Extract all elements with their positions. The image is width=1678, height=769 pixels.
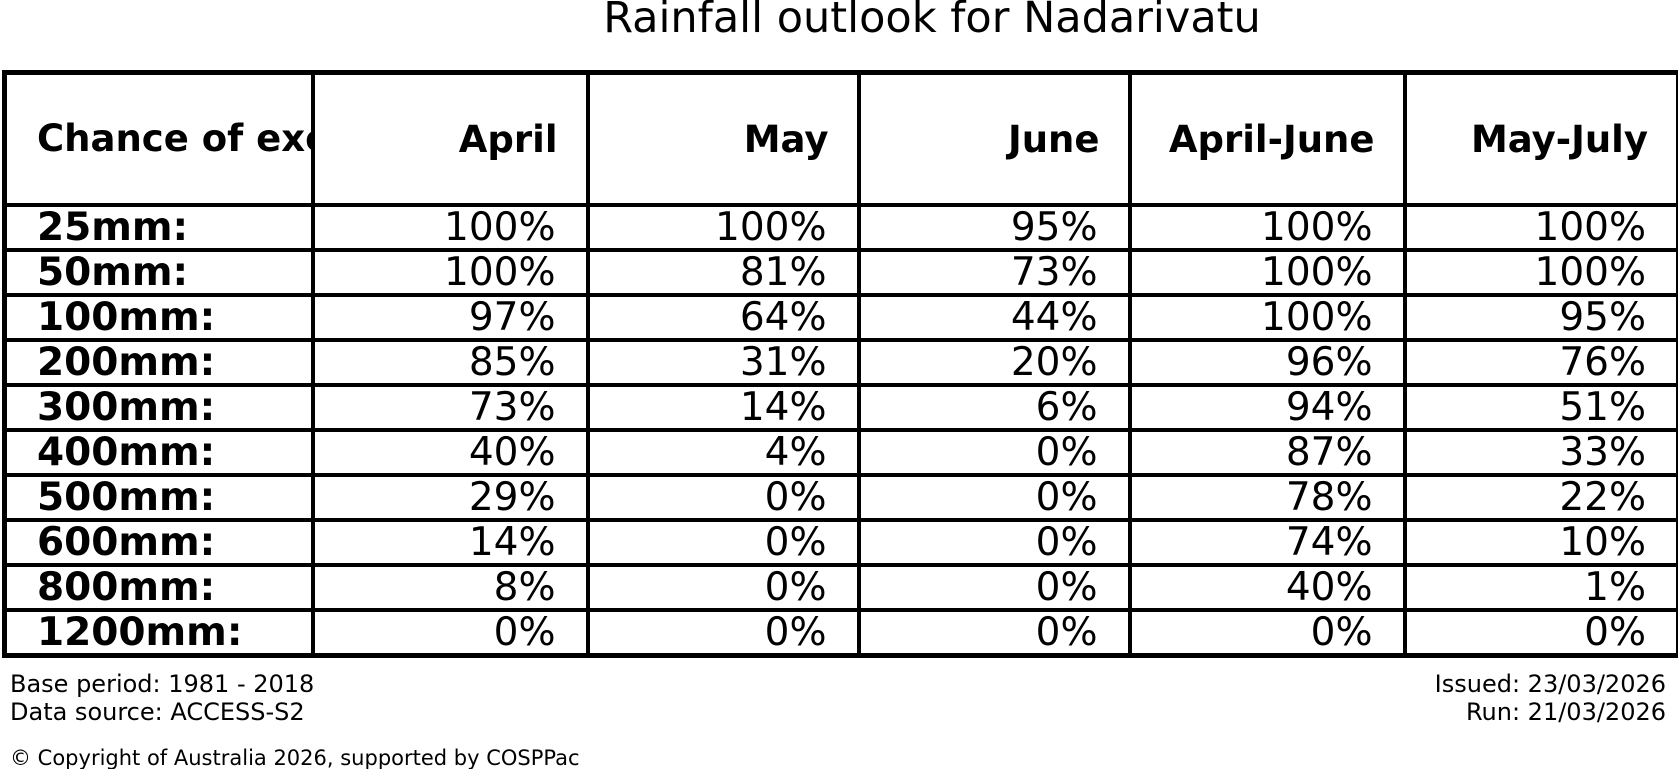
probability-cell: 0% (1127, 608, 1407, 658)
probability-cell: 76% (1402, 338, 1678, 387)
probability-cell: 0% (310, 608, 590, 658)
probability-cell: 97% (310, 293, 590, 342)
probability-cell: 40% (310, 428, 590, 477)
probability-cell: 0% (1402, 608, 1678, 658)
threshold-label: 100mm: (2, 293, 315, 342)
probability-cell: 1% (1402, 563, 1678, 612)
probability-cell: 100% (1402, 248, 1678, 297)
rainfall-probability-table: Chance of exceeding a threshold: AprilMa… (2, 70, 1678, 658)
probability-cell: 100% (1402, 203, 1678, 252)
threshold-label: 500mm: (2, 473, 315, 522)
probability-cell: 94% (1127, 383, 1407, 432)
table-row: 50mm: 100% 81% 73% 100% 100% (2, 248, 1678, 297)
threshold-label: 300mm: (2, 383, 315, 432)
figure-title: Rainfall outlook for Nadarivatu (603, 0, 1261, 43)
probability-cell: 95% (856, 203, 1132, 252)
probability-cell: 100% (310, 248, 590, 297)
probability-cell: 96% (1127, 338, 1407, 387)
probability-cell: 0% (856, 608, 1132, 658)
column-header-may-july: May-July (1402, 70, 1678, 207)
probability-cell: 22% (1402, 473, 1678, 522)
probability-cell: 100% (1127, 203, 1407, 252)
probability-cell: 87% (1127, 428, 1407, 477)
probability-cell: 40% (1127, 563, 1407, 612)
probability-cell: 73% (310, 383, 590, 432)
footer-left: Base period: 1981 - 2018 Data source: AC… (10, 670, 314, 726)
table-row: 500mm: 29% 0% 0% 78% 22% (2, 473, 1678, 522)
table-row: 800mm: 8% 0% 0% 40% 1% (2, 563, 1678, 612)
threshold-label: 25mm: (2, 203, 315, 252)
table-row: 200mm: 85% 31% 20% 96% 76% (2, 338, 1678, 387)
probability-cell: 0% (585, 518, 861, 567)
probability-cell: 0% (856, 518, 1132, 567)
probability-cell: 51% (1402, 383, 1678, 432)
run-date-text: Run: 21/03/2026 (1465, 698, 1666, 726)
footer-right: Issued: 23/03/2026 Run: 21/03/2026 (1435, 670, 1666, 726)
probability-cell: 78% (1127, 473, 1407, 522)
probability-cell: 0% (585, 473, 861, 522)
probability-cell: 74% (1127, 518, 1407, 567)
threshold-label: 1200mm: (2, 608, 315, 658)
probability-cell: 100% (1127, 293, 1407, 342)
threshold-label: 50mm: (2, 248, 315, 297)
probability-cell: 0% (585, 563, 861, 612)
probability-cell: 95% (1402, 293, 1678, 342)
table-row: 400mm: 40% 4% 0% 87% 33% (2, 428, 1678, 477)
data-source-text: Data source: ACCESS-S2 (10, 698, 305, 726)
column-header-april: April (310, 70, 590, 207)
probability-cell: 4% (585, 428, 861, 477)
probability-cell: 0% (856, 563, 1132, 612)
probability-cell: 0% (856, 428, 1132, 477)
threshold-label: 400mm: (2, 428, 315, 477)
probability-cell: 33% (1402, 428, 1678, 477)
base-period-text: Base period: 1981 - 2018 (10, 670, 315, 698)
table-row: 600mm: 14% 0% 0% 74% 10% (2, 518, 1678, 567)
probability-cell: 6% (856, 383, 1132, 432)
column-header-june: June (856, 70, 1132, 207)
table-body: 25mm: 100% 100% 95% 100% 100% 50mm: 100% 81% 73% 1… (2, 203, 1678, 658)
probability-cell: 85% (310, 338, 590, 387)
probability-cell: 81% (585, 248, 861, 297)
table-row: 1200mm: 0% 0% 0% 0% 0% (2, 608, 1678, 658)
probability-cell: 14% (585, 383, 861, 432)
column-header-may: May (585, 70, 861, 207)
threshold-corner-header: Chance of exceeding a threshold: (2, 70, 315, 207)
probability-cell: 0% (585, 608, 861, 658)
probability-cell: 0% (856, 473, 1132, 522)
probability-cell: 8% (310, 563, 590, 612)
probability-cell: 64% (585, 293, 861, 342)
threshold-label: 600mm: (2, 518, 315, 567)
probability-cell: 100% (585, 203, 861, 252)
copyright-notice: © Copyright of Australia 2026, supported… (10, 746, 580, 769)
probability-cell: 14% (310, 518, 590, 567)
probability-cell: 100% (310, 203, 590, 252)
issued-date-text: Issued: 23/03/2026 (1434, 670, 1666, 698)
table-header-row: Chance of exceeding a threshold: AprilMa… (2, 70, 1678, 207)
probability-cell: 10% (1402, 518, 1678, 567)
probability-cell: 31% (585, 338, 861, 387)
probability-cell: 100% (1127, 248, 1407, 297)
probability-cell: 44% (856, 293, 1132, 342)
column-header-april-june: April-June (1127, 70, 1407, 207)
probability-cell: 29% (310, 473, 590, 522)
threshold-label: 200mm: (2, 338, 315, 387)
probability-cell: 73% (856, 248, 1132, 297)
table-row: 300mm: 73% 14% 6% 94% 51% (2, 383, 1678, 432)
threshold-label: 800mm: (2, 563, 315, 612)
probability-cell: 20% (856, 338, 1132, 387)
table-row: 25mm: 100% 100% 95% 100% 100% (2, 203, 1678, 252)
table-row: 100mm: 97% 64% 44% 100% 95% (2, 293, 1678, 342)
